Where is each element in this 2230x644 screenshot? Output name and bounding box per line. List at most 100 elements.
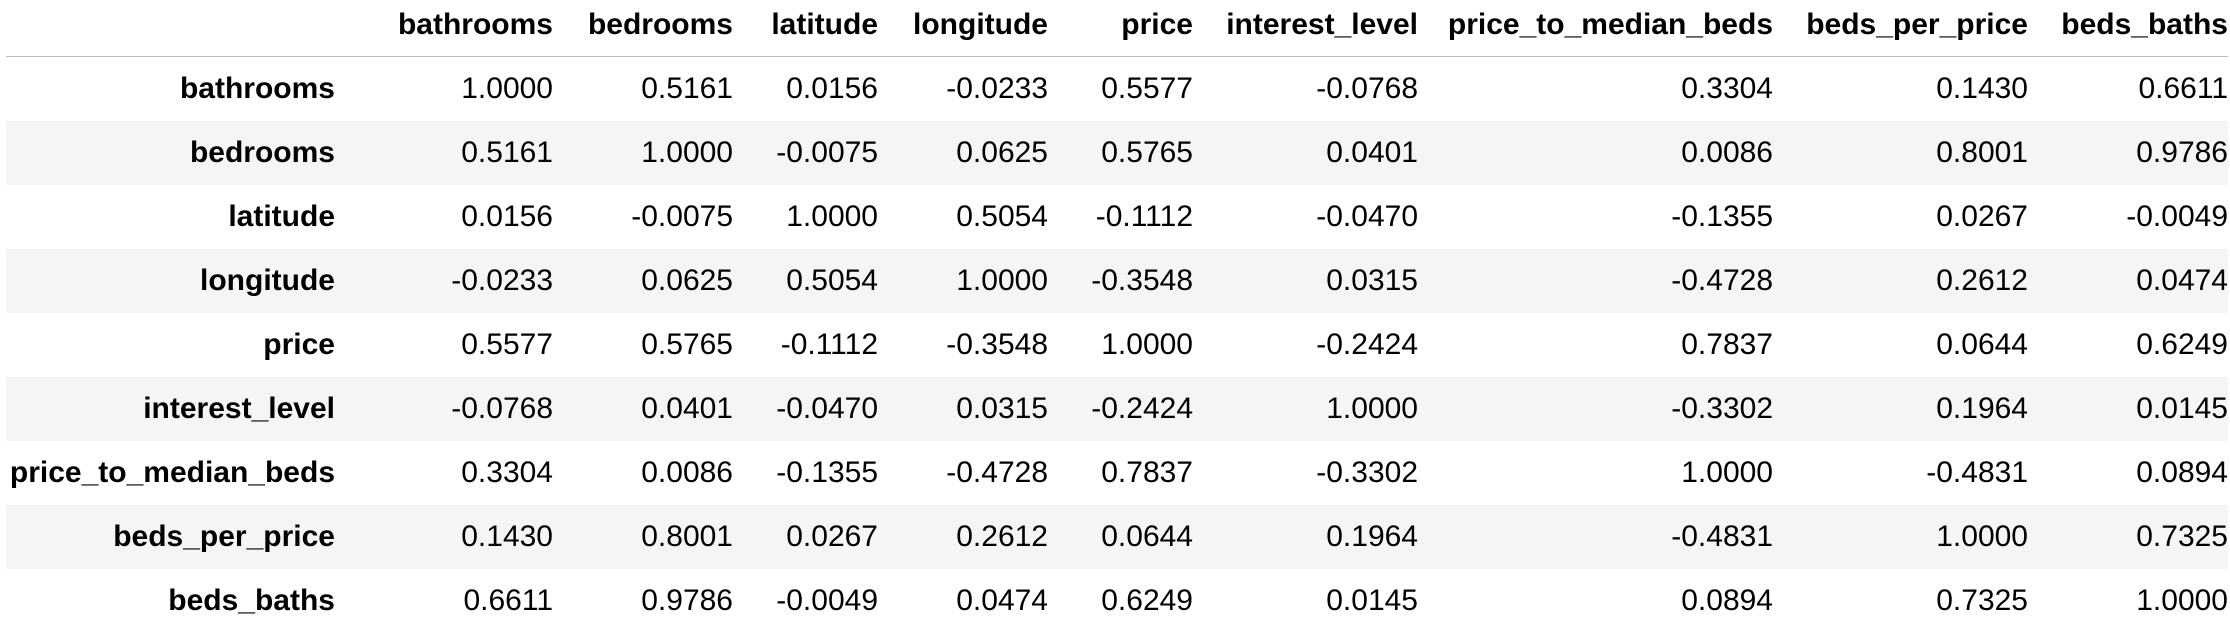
table-cell: 1.0000 <box>461 71 553 105</box>
table-row: latitude 0.0156 -0.0075 1.0000 0.5054 -0… <box>6 184 2228 249</box>
table-cell: 0.0474 <box>2136 263 2228 297</box>
table-row: beds_per_price 0.1430 0.8001 0.0267 0.26… <box>6 504 2228 569</box>
table-cell: -0.0049 <box>2126 199 2228 233</box>
row-label: latitude <box>228 199 335 233</box>
table-cell: -0.1112 <box>780 327 878 361</box>
table-cell: 0.1430 <box>461 519 553 553</box>
table-cell: -0.0233 <box>451 263 553 297</box>
table-cell: -0.0470 <box>776 391 878 425</box>
column-header: beds_baths <box>2028 0 2228 57</box>
column-header: interest_level <box>1193 0 1418 57</box>
table-cell: 0.6611 <box>463 583 553 617</box>
row-label: interest_level <box>143 391 335 425</box>
table-cell: 0.5054 <box>956 199 1048 233</box>
table-cell: 1.0000 <box>641 135 733 169</box>
table-cell: 0.2612 <box>956 519 1048 553</box>
table-cell: 1.0000 <box>1936 519 2028 553</box>
column-header: bedrooms <box>553 0 733 57</box>
table-row: bedrooms 0.5161 1.0000 -0.0075 0.0625 0.… <box>6 120 2228 185</box>
table-cell: 0.0315 <box>1326 263 1418 297</box>
table-cell: 0.0474 <box>956 583 1048 617</box>
table-cell: 0.5765 <box>641 327 733 361</box>
table-cell: 0.7837 <box>1681 327 1773 361</box>
table-cell: 0.9786 <box>641 583 733 617</box>
table-cell: 0.7837 <box>1101 455 1193 489</box>
table-cell: 0.5765 <box>1101 135 1193 169</box>
table-cell: -0.0470 <box>1316 199 1418 233</box>
table-cell: 0.9786 <box>2136 135 2228 169</box>
table-cell: -0.2424 <box>1316 327 1418 361</box>
table-cell: -0.2424 <box>1091 391 1193 425</box>
table-cell: 1.0000 <box>786 199 878 233</box>
table-row: price 0.5577 0.5765 -0.1112 -0.3548 1.00… <box>6 312 2228 377</box>
row-label: beds_baths <box>168 583 335 617</box>
table-cell: 0.5577 <box>1101 71 1193 105</box>
table-cell: 0.3304 <box>461 455 553 489</box>
table-cell: 1.0000 <box>1326 391 1418 425</box>
column-header: price <box>1048 0 1193 57</box>
table-cell: 0.3304 <box>1681 71 1773 105</box>
table-cell: -0.0049 <box>776 583 878 617</box>
table-cell: 0.5054 <box>786 263 878 297</box>
table-cell: 0.8001 <box>1936 135 2028 169</box>
table-cell: -0.1355 <box>776 455 878 489</box>
column-header: beds_per_price <box>1773 0 2028 57</box>
table-cell: 0.0894 <box>1681 583 1773 617</box>
table-header: bathrooms bedrooms latitude longitude pr… <box>6 0 2228 57</box>
correlation-table: bathrooms bedrooms latitude longitude pr… <box>6 0 2228 633</box>
column-header: longitude <box>878 0 1048 57</box>
row-label: bathrooms <box>179 71 335 105</box>
table-cell: 0.0156 <box>461 199 553 233</box>
table-cell: 0.0401 <box>1326 135 1418 169</box>
table-cell: 0.0894 <box>2136 455 2228 489</box>
table-cell: -0.0768 <box>1316 71 1418 105</box>
table-cell: 0.6249 <box>1101 583 1193 617</box>
table-cell: -0.4728 <box>946 455 1048 489</box>
table-cell: -0.0233 <box>946 71 1048 105</box>
table-cell: 0.6611 <box>2138 71 2228 105</box>
table-row: interest_level -0.0768 0.0401 -0.0470 0.… <box>6 376 2228 441</box>
table-cell: 0.0644 <box>1936 327 2028 361</box>
table-cell: 1.0000 <box>2136 583 2228 617</box>
table-cell: -0.4831 <box>1671 519 1773 553</box>
table-cell: 0.0315 <box>956 391 1048 425</box>
row-label: price_to_median_beds <box>9 455 335 489</box>
table-cell: 0.0401 <box>641 391 733 425</box>
table-cell: 0.1430 <box>1936 71 2028 105</box>
table-cell: 0.0644 <box>1101 519 1193 553</box>
table-cell: 0.8001 <box>641 519 733 553</box>
table-cell: 0.7325 <box>2136 519 2228 553</box>
index-header-corner <box>6 0 363 57</box>
table-cell: -0.3548 <box>1091 263 1193 297</box>
table-cell: 0.0086 <box>1681 135 1773 169</box>
header-row: bathrooms bedrooms latitude longitude pr… <box>6 0 2228 57</box>
table-cell: 0.0156 <box>786 71 878 105</box>
table-row: beds_baths 0.6611 0.9786 -0.0049 0.0474 … <box>6 568 2228 633</box>
table-cell: 0.0086 <box>641 455 733 489</box>
row-label: bedrooms <box>189 135 335 169</box>
column-header: latitude <box>733 0 878 57</box>
table-cell: 1.0000 <box>1681 455 1773 489</box>
table-cell: 0.2612 <box>1936 263 2028 297</box>
table-cell: -0.1112 <box>1095 199 1193 233</box>
table-cell: 0.1964 <box>1936 391 2028 425</box>
table-cell: -0.0075 <box>776 135 878 169</box>
table-cell: 0.5161 <box>641 71 733 105</box>
table-cell: -0.4831 <box>1926 455 2028 489</box>
table-cell: 0.7325 <box>1936 583 2028 617</box>
table-cell: 0.0625 <box>641 263 733 297</box>
table-cell: 0.0625 <box>956 135 1048 169</box>
table-row: longitude -0.0233 0.0625 0.5054 1.0000 -… <box>6 248 2228 313</box>
table-row: price_to_median_beds 0.3304 0.0086 -0.13… <box>6 440 2228 505</box>
table-body: bathrooms 1.0000 0.5161 0.0156 -0.0233 0… <box>6 56 2228 633</box>
table-cell: 0.1964 <box>1326 519 1418 553</box>
table-cell: 0.0145 <box>1326 583 1418 617</box>
table-cell: -0.4728 <box>1671 263 1773 297</box>
row-label: price <box>263 327 335 361</box>
table-cell: -0.1355 <box>1671 199 1773 233</box>
row-label: longitude <box>200 263 335 297</box>
table-cell: 0.0267 <box>1936 199 2028 233</box>
table-cell: 0.0267 <box>786 519 878 553</box>
table-cell: 0.0145 <box>2136 391 2228 425</box>
